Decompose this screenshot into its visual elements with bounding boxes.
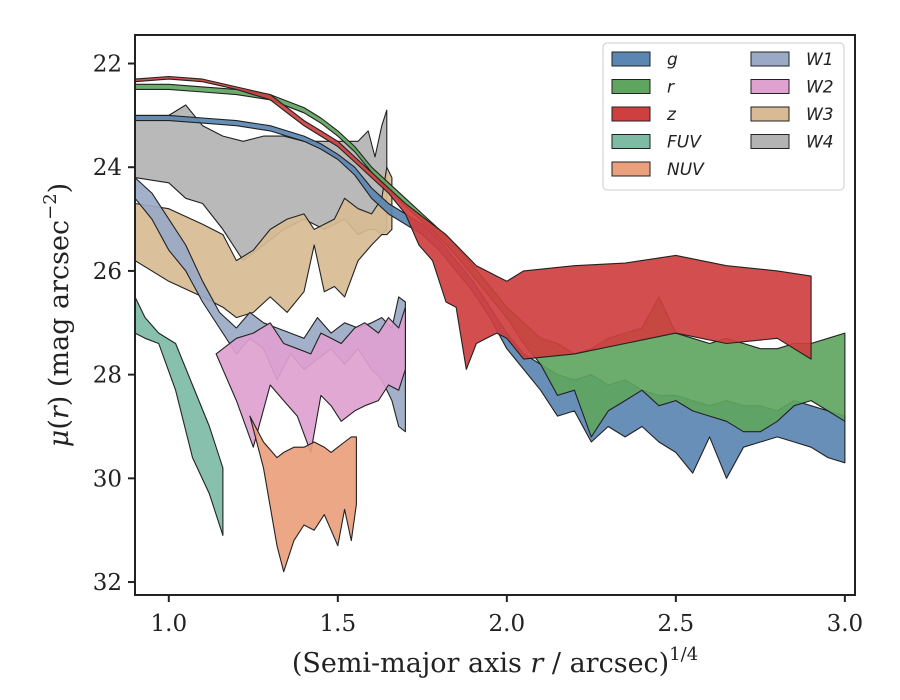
- legend-label-w3: W3: [806, 105, 834, 125]
- y-tick-label: 22: [93, 52, 122, 78]
- legend-swatch-z: [611, 106, 651, 122]
- legend-swatch-w2: [750, 79, 790, 94]
- legend-swatch-nuv: [611, 161, 651, 177]
- legend-label-w4: W4: [806, 133, 834, 153]
- y-tick-label: 28: [93, 363, 122, 389]
- legend-swatch-w3: [750, 106, 790, 122]
- x-tick-label: 1.5: [320, 611, 357, 637]
- legend-label-w1: W1: [806, 50, 834, 70]
- y-axis-title: μ(r) (mag arcsec−2): [40, 183, 75, 447]
- legend-label-r: r: [667, 78, 675, 98]
- plot-frame: [134, 34, 856, 596]
- legend: grz FUV NUV W1 W2 W3 W4: [602, 42, 845, 191]
- legend-label-z: z: [666, 105, 677, 125]
- band-nuv: [249, 415, 357, 573]
- x-axis-title: (Semi-major axis r / arcsec)1/4: [292, 644, 698, 679]
- y-tick-label: 24: [93, 155, 122, 181]
- band-w2: [215, 306, 406, 453]
- axes: 1.0 1.5 2.0 2.5 3.0 22 24 26 28 30 32: [93, 52, 863, 637]
- legend-label-nuv: NUV: [667, 160, 705, 180]
- y-tick-label: 26: [93, 259, 122, 285]
- legend-swatch-w1: [750, 51, 790, 67]
- band-z: [135, 75, 812, 370]
- y-tick-label: 30: [93, 466, 122, 492]
- legend-label-fuv: FUV: [667, 133, 702, 153]
- legend-swatch-fuv: [611, 134, 651, 149]
- legend-label-g: g: [667, 50, 678, 70]
- x-tick-label: 2.0: [489, 611, 526, 637]
- band-fuv: [135, 296, 224, 536]
- y-tick-label: 32: [93, 570, 122, 596]
- legend-swatch-g: [611, 51, 651, 67]
- legend-label-w2: W2: [806, 78, 834, 98]
- x-tick-label: 2.5: [658, 611, 695, 637]
- profile-bands: [135, 75, 846, 573]
- legend-swatch-w4: [750, 134, 790, 149]
- legend-swatch-r: [611, 79, 651, 94]
- x-tick-label: 3.0: [827, 611, 864, 637]
- x-tick-label: 1.0: [151, 611, 188, 637]
